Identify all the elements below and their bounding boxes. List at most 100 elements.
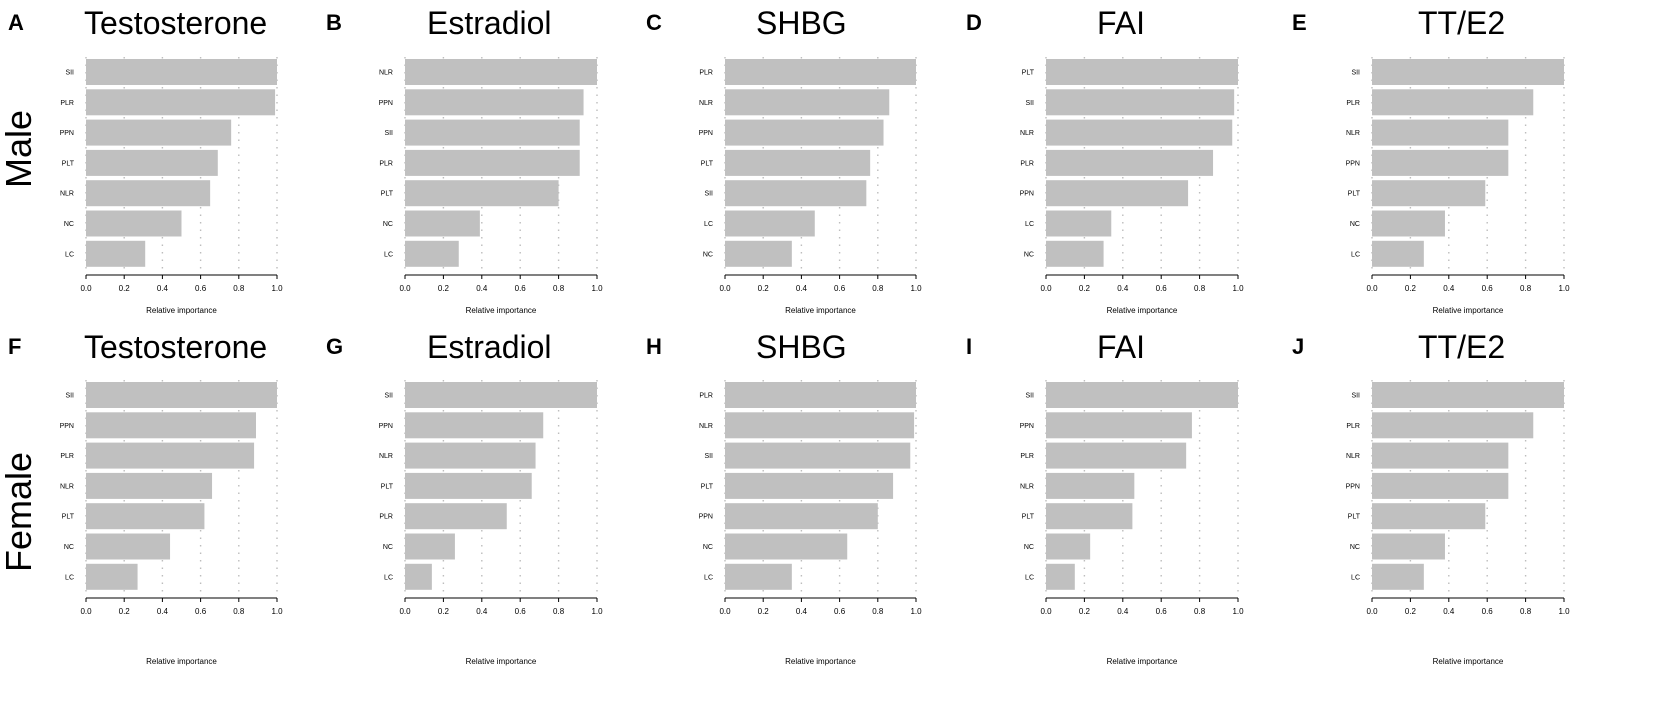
x-tick-label: 0.8 <box>872 607 884 616</box>
bar-nc <box>725 534 847 560</box>
x-tick-label: 0.0 <box>1040 607 1052 616</box>
category-label: SII <box>384 130 393 137</box>
chart-title: SHBG <box>756 5 847 41</box>
bar-plt <box>405 180 559 206</box>
chart-title: TT/E2 <box>1418 5 1505 41</box>
x-axis-label: Relative importance <box>785 306 856 315</box>
category-label: NLR <box>1020 130 1034 137</box>
row-label-female: Female <box>0 452 40 572</box>
bar-plr <box>1046 150 1213 176</box>
bar-plr <box>86 443 254 469</box>
category-label: LC <box>1351 251 1360 258</box>
category-label: NLR <box>1346 453 1360 460</box>
category-label: NC <box>64 221 74 228</box>
x-tick-label: 0.4 <box>1117 607 1129 616</box>
x-tick-label: 0.2 <box>1079 284 1091 293</box>
x-tick-label: 0.4 <box>476 284 488 293</box>
bar-nc <box>1372 534 1445 560</box>
category-label: NC <box>383 544 393 551</box>
x-axis-label: Relative importance <box>466 657 537 666</box>
bar-plr <box>405 150 580 176</box>
x-tick-label: 0.8 <box>1194 607 1206 616</box>
bar-sii <box>1046 89 1234 115</box>
category-label: SII <box>384 393 393 400</box>
bar-plt <box>725 473 893 499</box>
category-label: PLR <box>60 100 74 107</box>
bar-nc <box>1046 534 1090 560</box>
chart-title: SHBG <box>756 329 847 365</box>
bar-ppn <box>86 120 231 146</box>
category-label: PPN <box>1020 191 1034 198</box>
bar-ppn <box>86 412 256 438</box>
bar-ppn <box>725 120 884 146</box>
category-label: PLR <box>379 160 393 167</box>
x-tick-label: 0.6 <box>515 607 527 616</box>
bar-sii <box>86 59 277 85</box>
x-tick-label: 0.8 <box>553 284 565 293</box>
category-label: NLR <box>60 483 74 490</box>
bar-plr <box>725 382 916 408</box>
bar-nlr <box>725 412 914 438</box>
category-label: PLT <box>1348 514 1361 521</box>
x-tick-label: 0.2 <box>438 607 450 616</box>
x-tick-label: 0.2 <box>1405 607 1417 616</box>
category-label: SII <box>1351 70 1360 77</box>
x-tick-label: 0.2 <box>438 284 450 293</box>
category-label: LC <box>65 574 74 581</box>
bar-sii <box>1046 382 1238 408</box>
x-axis-label: Relative importance <box>1107 306 1178 315</box>
bar-ppn <box>1372 473 1508 499</box>
category-label: SII <box>704 191 713 198</box>
chart-title: Estradiol <box>427 5 552 41</box>
category-label: LC <box>1351 574 1360 581</box>
x-tick-label: 0.2 <box>758 607 770 616</box>
category-label: NLR <box>60 191 74 198</box>
x-tick-label: 0.2 <box>119 607 131 616</box>
x-axis-label: Relative importance <box>146 657 217 666</box>
category-label: LC <box>704 574 713 581</box>
x-tick-label: 0.4 <box>796 607 808 616</box>
x-tick-label: 0.8 <box>1520 607 1532 616</box>
category-label: NLR <box>699 423 713 430</box>
category-label: LC <box>65 251 74 258</box>
bar-nlr <box>405 443 536 469</box>
bar-lc <box>86 241 145 267</box>
x-tick-label: 0.0 <box>80 607 92 616</box>
bar-plr <box>1372 89 1533 115</box>
category-label: LC <box>384 251 393 258</box>
chart-title: Estradiol <box>427 329 552 365</box>
bar-ppn <box>1372 150 1508 176</box>
bar-lc <box>1046 211 1111 237</box>
x-tick-label: 0.6 <box>1482 284 1494 293</box>
x-tick-label: 0.6 <box>1156 284 1168 293</box>
bar-sii <box>1372 59 1564 85</box>
bar-sii <box>405 382 597 408</box>
bar-ppn <box>1046 180 1188 206</box>
category-label: SII <box>65 393 74 400</box>
category-label: PLR <box>1020 160 1034 167</box>
bar-ppn <box>725 503 878 529</box>
x-tick-label: 0.2 <box>758 284 770 293</box>
x-tick-label: 1.0 <box>271 284 283 293</box>
category-label: LC <box>704 221 713 228</box>
category-label: PPN <box>1346 160 1360 167</box>
bar-nc <box>1372 211 1445 237</box>
category-label: NLR <box>379 70 393 77</box>
bar-nlr <box>725 89 889 115</box>
x-axis-label: Relative importance <box>1107 657 1178 666</box>
bar-nlr <box>405 59 597 85</box>
x-tick-label: 0.0 <box>1040 284 1052 293</box>
x-tick-label: 0.8 <box>872 284 884 293</box>
bar-nc <box>1046 241 1104 267</box>
panel-letter: I <box>966 334 972 359</box>
x-tick-label: 0.2 <box>1405 284 1417 293</box>
category-label: PLT <box>62 160 75 167</box>
panel-letter: D <box>966 10 982 35</box>
x-tick-label: 1.0 <box>910 284 922 293</box>
category-label: PPN <box>379 100 393 107</box>
bar-sii <box>86 382 277 408</box>
chart-panel-d: D FAI PLT SII NLR PLR PPN LC NC 0.0 0.2 0.4 0.6 0.8 1.… <box>966 5 1244 315</box>
bar-plr <box>86 89 275 115</box>
bar-nc <box>86 211 182 237</box>
x-tick-label: 0.4 <box>157 284 169 293</box>
